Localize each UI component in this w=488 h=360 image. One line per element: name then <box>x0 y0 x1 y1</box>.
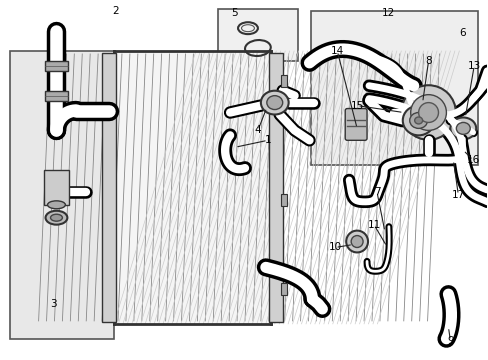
Bar <box>44 91 68 100</box>
Ellipse shape <box>401 85 455 140</box>
Text: 15: 15 <box>350 100 363 111</box>
Ellipse shape <box>409 113 427 129</box>
Ellipse shape <box>346 231 367 252</box>
Bar <box>43 170 69 205</box>
Bar <box>268 53 282 322</box>
Bar <box>280 194 286 206</box>
Bar <box>218 9 297 61</box>
Text: 8: 8 <box>425 56 431 66</box>
Text: 5: 5 <box>230 8 237 18</box>
Bar <box>311 11 477 165</box>
Text: 6: 6 <box>458 28 465 38</box>
Ellipse shape <box>266 96 282 109</box>
Ellipse shape <box>455 122 469 134</box>
Bar <box>10 51 114 339</box>
Text: 2: 2 <box>112 6 119 16</box>
Bar <box>114 51 270 324</box>
Bar <box>44 61 68 71</box>
Ellipse shape <box>50 214 62 221</box>
Text: 16: 16 <box>466 155 479 165</box>
FancyBboxPatch shape <box>345 109 366 140</box>
Text: 14: 14 <box>330 46 343 56</box>
Text: 1: 1 <box>264 135 270 145</box>
Ellipse shape <box>260 91 288 114</box>
Bar <box>280 283 286 295</box>
Text: 12: 12 <box>382 8 395 18</box>
Text: 7: 7 <box>373 187 380 197</box>
Text: 9: 9 <box>446 336 453 346</box>
Ellipse shape <box>449 117 475 139</box>
Ellipse shape <box>45 211 67 225</box>
Text: 10: 10 <box>328 243 341 252</box>
Text: 3: 3 <box>50 299 57 309</box>
Ellipse shape <box>47 201 65 209</box>
Ellipse shape <box>402 105 434 135</box>
Ellipse shape <box>410 95 446 130</box>
Text: 11: 11 <box>366 220 380 230</box>
Text: 13: 13 <box>467 61 480 71</box>
Bar <box>102 53 116 322</box>
Text: 4: 4 <box>254 125 261 135</box>
Text: 17: 17 <box>451 190 464 200</box>
Ellipse shape <box>418 103 438 122</box>
Ellipse shape <box>414 117 422 124</box>
Bar <box>280 75 286 87</box>
Ellipse shape <box>350 235 362 247</box>
